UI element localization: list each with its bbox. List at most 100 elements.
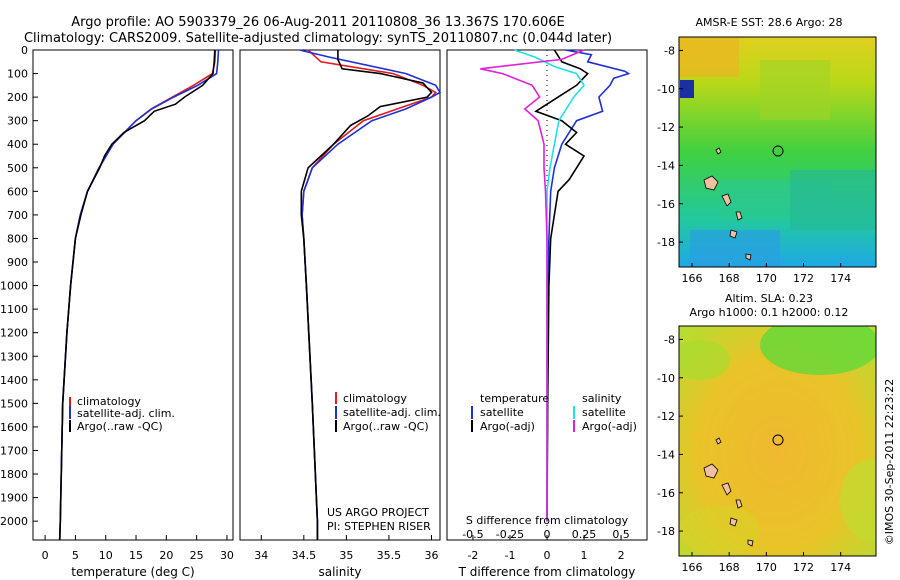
- s-diff-xlabel: S difference from climatology: [466, 514, 629, 527]
- map-y-tick-label: -12: [657, 121, 675, 134]
- argo-location-marker: [772, 145, 784, 157]
- legend-sal-sat: satellite: [582, 406, 626, 419]
- sst-map-axes: 166 168 170 172 174 -8 -10 -12 -14 -16 -18: [657, 44, 851, 285]
- difference-legend: temperature satellite Argo(-adj) salinit…: [471, 392, 637, 433]
- depth-axis: 0 100 200 300 400 500 600 700 800 900 1000 1100 1200…: [0, 44, 38, 528]
- depth-tick-label: 1600: [0, 421, 28, 434]
- legend-temp-sat: satellite: [480, 406, 524, 419]
- sst-map-title: AMSR-E SST: 28.6 Argo: 28: [695, 16, 842, 29]
- depth-tick-label: 400: [7, 138, 28, 151]
- map-y-tick-label: -8: [664, 333, 675, 346]
- temperature-frame: [32, 49, 234, 541]
- temperature-panel: 0 5 10 15 20 25 30 temperature (deg C) climato…: [32, 49, 234, 579]
- sst-map: 166 168 170 172 174 -8 -10 -12 -14 -16 -18: [657, 36, 877, 285]
- depth-tick-label: 1000: [0, 280, 28, 293]
- legend-argo: Argo(..raw -QC): [77, 420, 163, 433]
- title-line-1: Argo profile: AO 5903379_26 06-Aug-2011 …: [71, 15, 564, 30]
- legend-satellite-2: satellite-adj. clim.: [343, 406, 441, 419]
- map-y-tick-label: -10: [657, 83, 675, 96]
- depth-tick-label: 300: [7, 115, 28, 128]
- sst-frame: [678, 36, 877, 268]
- sla-islands: [703, 437, 754, 547]
- depth-tick-label: 1300: [0, 350, 28, 363]
- salinity-panel: 34 34.5 35 35.5 36 salinity climatology sate…: [239, 49, 442, 579]
- sla-map-axes: 166 168 170 172 174 -8 -10 -12 -14 -16 -18: [657, 333, 851, 574]
- diff-series-line-3: [480, 49, 585, 522]
- x-tick-label: 5: [72, 549, 79, 562]
- map-y-tick-label: -10: [657, 372, 675, 385]
- depth-tick-label: 1700: [0, 444, 28, 457]
- depth-tick-label: 700: [7, 209, 28, 222]
- sla-map: 166 168 170 172 174 -8 -10 -12 -14 -16 -18: [657, 325, 877, 574]
- depth-tick-label: 1100: [0, 303, 28, 316]
- x-tick-label: 10: [99, 549, 113, 562]
- salinity-legend: climatology satellite-adj. clim. Argo(..…: [335, 392, 441, 433]
- series-line-0: [58, 49, 217, 541]
- x-tick-label: 15: [129, 549, 143, 562]
- map-y-tick-label: -14: [657, 448, 675, 461]
- map-x-tick-label: 174: [830, 561, 851, 574]
- map-x-tick-label: 166: [682, 561, 703, 574]
- argo-location-marker-2: [772, 434, 784, 446]
- legend-satellite: satellite-adj. clim.: [77, 407, 175, 420]
- depth-tick-label: 800: [7, 232, 28, 245]
- salinity-series: [299, 49, 442, 540]
- x-tick-label: 2: [618, 549, 625, 562]
- depth-tick-label: 1400: [0, 374, 28, 387]
- x-tick-label: 25: [190, 549, 204, 562]
- sst-islands: [703, 147, 752, 261]
- series-line-2: [300, 50, 433, 540]
- x-tick-label: 35: [339, 549, 353, 562]
- difference-series: [480, 49, 631, 522]
- map-y-tick-label: -16: [657, 487, 675, 500]
- diff-series-line-0: [546, 49, 631, 522]
- title-line-2: Climatology: CARS2009. Satellite-adjuste…: [24, 31, 612, 46]
- map-x-tick-label: 172: [793, 272, 814, 285]
- x-tick-label: -2: [467, 549, 478, 562]
- map-x-tick-label: 168: [719, 272, 740, 285]
- depth-tick-label: 1200: [0, 327, 28, 340]
- temperature-series: [58, 49, 220, 541]
- map-y-tick-label: -14: [657, 159, 675, 172]
- series-line-1: [299, 49, 442, 540]
- x2-tick-label: 0: [544, 528, 551, 541]
- x2-tick-label: -0.5: [462, 528, 483, 541]
- temperature-legend: climatology satellite-adj. clim. Argo(..…: [69, 395, 175, 433]
- map-x-tick-label: 170: [756, 272, 777, 285]
- x2-tick-label: -0.25: [496, 528, 524, 541]
- depth-tick-label: 500: [7, 162, 28, 175]
- s-diff-x-axis: -0.5 -0.25 0 0.25 0.5: [462, 528, 630, 541]
- x2-tick-label: 0.25: [572, 528, 597, 541]
- x-tick-label: 0: [42, 549, 49, 562]
- t-diff-xlabel: T difference from climatology: [458, 565, 636, 579]
- depth-tick-label: 200: [7, 91, 28, 104]
- depth-tick-label: 900: [7, 256, 28, 269]
- legend-sal-argo: Argo(-adj): [582, 420, 637, 433]
- map-y-tick-label: -16: [657, 198, 675, 211]
- legend-argo-2: Argo(..raw -QC): [343, 420, 429, 433]
- depth-tick-label: 1800: [0, 468, 28, 481]
- sla-map-title-1: Altim. SLA: 0.23: [725, 292, 813, 305]
- diff-series-line-1: [534, 49, 589, 522]
- credit-pi: PI: STEPHEN RISER: [327, 520, 431, 533]
- depth-tick-label: 100: [7, 68, 28, 81]
- map-x-tick-label: 170: [756, 561, 777, 574]
- salinity-x-axis: 34 34.5 35 35.5 36: [254, 535, 438, 562]
- map-y-tick-label: -8: [664, 44, 675, 57]
- salinity-xlabel: salinity: [318, 565, 361, 579]
- imos-watermark: ©IMOS 30-Sep-2011 22:23:22: [883, 379, 896, 545]
- depth-tick-label: 1900: [0, 492, 28, 505]
- sla-frame: [678, 325, 877, 557]
- legend-temp-argo: Argo(-adj): [480, 420, 535, 433]
- sla-map-title-2: Argo h1000: 0.1 h2000: 0.12: [690, 306, 849, 319]
- map-x-tick-label: 168: [719, 561, 740, 574]
- x2-tick-label: 0.5: [612, 528, 630, 541]
- x-tick-label: 20: [159, 549, 173, 562]
- t-diff-x-axis: -2 -1 0 1 2: [467, 535, 625, 562]
- x-tick-label: 35.5: [377, 549, 402, 562]
- depth-tick-label: 0: [21, 44, 28, 57]
- depth-tick-label: 2000: [0, 515, 28, 528]
- map-x-tick-label: 174: [830, 272, 851, 285]
- x-tick-label: 36: [424, 549, 438, 562]
